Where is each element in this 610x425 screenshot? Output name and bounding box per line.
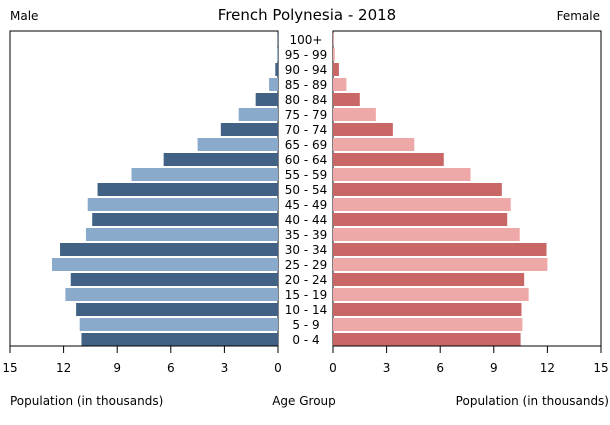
female-bar — [333, 153, 444, 166]
male-label: Male — [10, 9, 38, 23]
female-bar — [333, 213, 508, 226]
female-bar — [333, 78, 347, 91]
female-axis-title: Population (in thousands) — [456, 394, 609, 408]
female-bar — [333, 63, 339, 76]
male-axis-title: Population (in thousands) — [10, 394, 163, 408]
age-group-label: 5 - 9 — [292, 318, 319, 332]
female-bar — [333, 183, 502, 196]
age-group-label: 75 - 79 — [285, 108, 328, 122]
female-bars — [333, 33, 548, 346]
female-bar — [333, 318, 523, 331]
x-tick-label: 12 — [56, 361, 71, 375]
male-bar — [87, 198, 278, 211]
male-bar — [255, 93, 278, 106]
age-group-label: 15 - 19 — [285, 288, 328, 302]
female-bar — [333, 123, 393, 136]
x-tick-label: 6 — [167, 361, 175, 375]
female-bar — [333, 333, 521, 346]
female-bar — [333, 273, 525, 286]
age-group-label: 90 - 94 — [285, 63, 328, 77]
male-bar — [220, 123, 278, 136]
x-tick-label: 0 — [274, 361, 282, 375]
age-group-label: 60 - 64 — [285, 153, 328, 167]
age-group-label: 80 - 84 — [285, 93, 328, 107]
age-group-label: 55 - 59 — [285, 168, 328, 182]
male-bar — [70, 273, 278, 286]
female-bar — [333, 258, 548, 271]
female-bar — [333, 303, 522, 316]
female-bar — [333, 228, 520, 241]
male-bar — [277, 33, 278, 46]
male-bar — [85, 228, 279, 241]
male-bar — [238, 108, 278, 121]
age-group-label: 40 - 44 — [285, 213, 328, 227]
male-bar — [65, 288, 278, 301]
female-bar — [333, 138, 415, 151]
x-tick-label: 12 — [540, 361, 555, 375]
age-group-label: 50 - 54 — [285, 183, 328, 197]
age-group-label: 20 - 24 — [285, 273, 328, 287]
male-bar — [197, 138, 278, 151]
age-group-label: 45 - 49 — [285, 198, 328, 212]
x-tick-label: 15 — [593, 361, 608, 375]
age-group-label: 25 - 29 — [285, 258, 328, 272]
male-bar — [269, 78, 278, 91]
age-group-label: 65 - 69 — [285, 138, 328, 152]
age-group-label: 100+ — [290, 33, 323, 47]
male-bar — [277, 48, 278, 61]
female-bar — [333, 198, 511, 211]
male-bar — [92, 213, 278, 226]
male-bar — [79, 318, 279, 331]
female-x-axis: 0 3 6 9 12 15 — [329, 345, 609, 375]
chart-title: French Polynesia - 2018 — [218, 6, 396, 24]
age-group-axis-title: Age Group — [272, 394, 336, 408]
female-bar — [333, 48, 335, 61]
x-tick-label: 3 — [221, 361, 229, 375]
x-tick-label: 6 — [436, 361, 444, 375]
male-bar — [163, 153, 278, 166]
age-group-label: 30 - 34 — [285, 243, 328, 257]
male-bar — [51, 258, 278, 271]
x-tick-label: 15 — [2, 361, 17, 375]
male-bars — [51, 33, 279, 346]
x-tick-label: 9 — [490, 361, 498, 375]
male-bar — [60, 243, 278, 256]
male-bar — [275, 63, 278, 76]
x-tick-label: 9 — [113, 361, 121, 375]
age-group-label: 35 - 39 — [285, 228, 328, 242]
x-tick-label: 3 — [383, 361, 391, 375]
age-group-label: 0 - 4 — [292, 333, 319, 347]
female-bar — [333, 168, 471, 181]
male-bar — [76, 303, 278, 316]
female-bar — [333, 243, 547, 256]
male-bar — [97, 183, 278, 196]
age-group-label: 95 - 99 — [285, 48, 328, 62]
female-bar — [333, 33, 334, 46]
male-bar — [81, 333, 278, 346]
x-tick-label: 0 — [329, 361, 337, 375]
age-group-label: 85 - 89 — [285, 78, 328, 92]
female-bar — [333, 108, 376, 121]
female-bar — [333, 288, 529, 301]
age-group-label: 70 - 74 — [285, 123, 328, 137]
male-x-axis: 0 3 6 9 12 15 — [2, 345, 282, 375]
male-bar — [131, 168, 278, 181]
female-label: Female — [557, 9, 600, 23]
age-group-label: 10 - 14 — [285, 303, 328, 317]
female-bar — [333, 93, 360, 106]
